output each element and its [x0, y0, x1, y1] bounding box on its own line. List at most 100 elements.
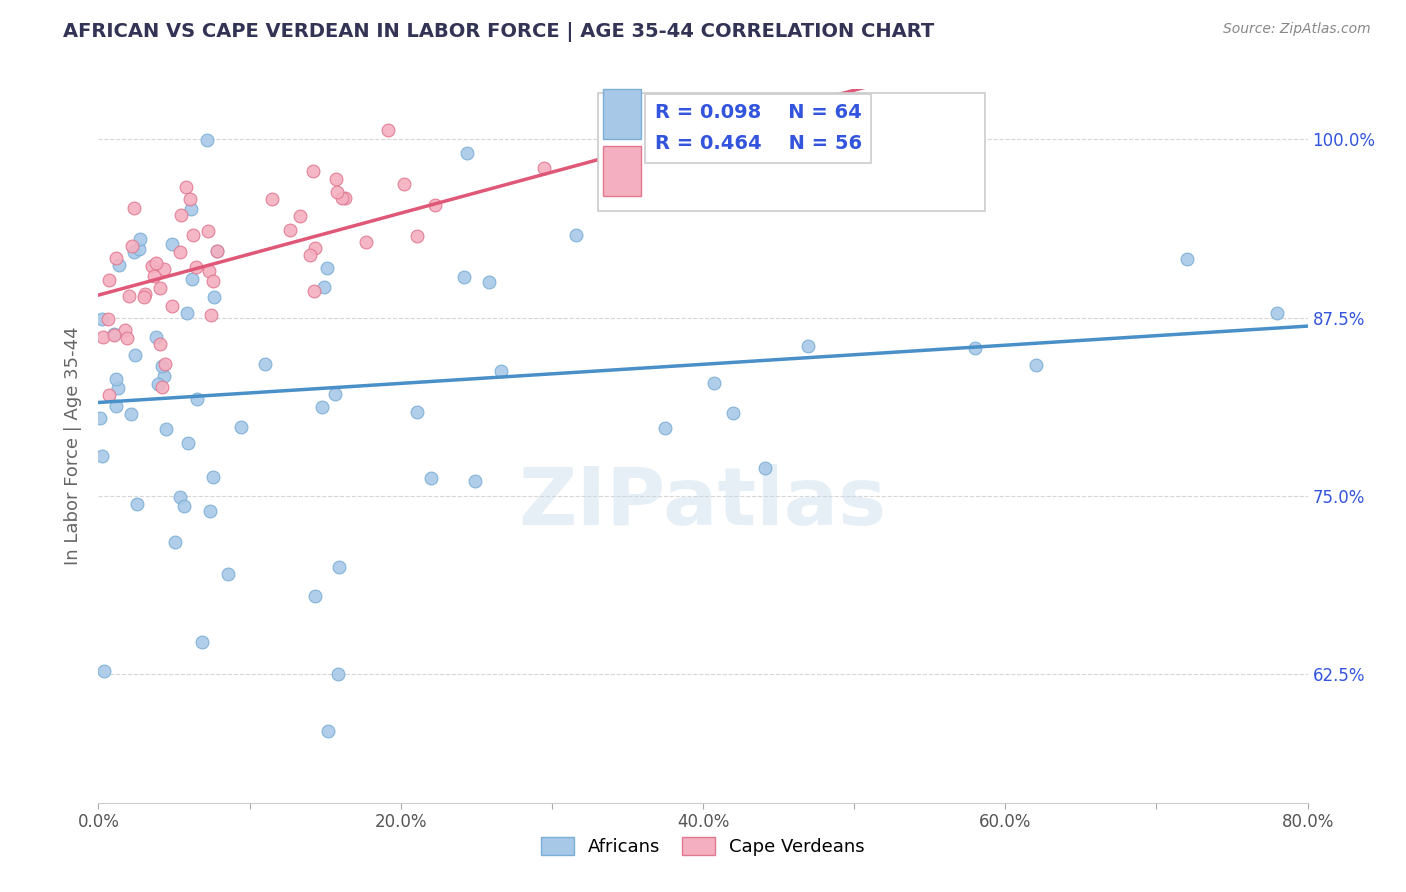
Point	[163, 534, 186, 549]
Point	[304, 285, 326, 299]
Point	[98, 388, 121, 402]
Point	[114, 323, 136, 337]
Point	[162, 237, 184, 252]
Point	[626, 123, 648, 137]
Legend: Africans, Cape Verdeans: Africans, Cape Verdeans	[533, 828, 873, 865]
Point	[197, 133, 219, 147]
Point	[120, 408, 142, 422]
Point	[181, 227, 204, 242]
Point	[356, 235, 378, 249]
Point	[260, 192, 283, 206]
Point	[150, 359, 173, 374]
Point	[108, 259, 131, 273]
Point	[91, 330, 114, 344]
Point	[229, 420, 252, 434]
Point	[316, 724, 339, 739]
Point	[202, 290, 225, 304]
Point	[134, 286, 156, 301]
Point	[105, 372, 128, 386]
Point	[142, 269, 165, 284]
Point	[104, 251, 127, 265]
Point	[201, 469, 224, 483]
Point	[169, 490, 191, 504]
Point	[304, 589, 326, 603]
Point	[118, 289, 141, 303]
Point	[97, 273, 120, 287]
Point	[311, 401, 333, 415]
Point	[197, 264, 219, 278]
Point	[278, 222, 301, 236]
Point	[456, 146, 478, 161]
Point	[153, 261, 176, 276]
Y-axis label: In Labor Force | Age 35-44: In Labor Force | Age 35-44	[65, 326, 83, 566]
Point	[405, 405, 427, 419]
Point	[180, 272, 202, 286]
Point	[90, 312, 112, 326]
Point	[145, 330, 167, 344]
Point	[124, 201, 146, 215]
Point	[807, 194, 830, 208]
Point	[170, 208, 193, 222]
Point	[745, 136, 768, 151]
Point	[423, 198, 446, 212]
Point	[190, 635, 212, 649]
FancyBboxPatch shape	[603, 146, 641, 196]
Point	[392, 177, 415, 191]
Point	[405, 229, 427, 244]
Point	[124, 348, 146, 362]
Point	[478, 276, 501, 290]
Point	[326, 185, 349, 199]
Point	[316, 261, 339, 276]
Text: ZIPatlas: ZIPatlas	[519, 464, 887, 542]
Point	[533, 161, 555, 176]
Point	[420, 470, 443, 484]
Point	[146, 377, 169, 392]
Point	[141, 259, 163, 273]
Point	[328, 667, 350, 681]
Point	[152, 369, 174, 384]
Point	[217, 567, 239, 582]
Point	[107, 381, 129, 395]
Point	[145, 256, 167, 270]
Point	[200, 308, 222, 322]
Point	[176, 306, 198, 320]
Point	[377, 123, 399, 137]
Point	[754, 460, 776, 475]
Point	[464, 474, 486, 488]
Point	[177, 436, 200, 450]
Point	[197, 224, 219, 238]
Point	[176, 179, 198, 194]
Point	[489, 364, 512, 378]
Text: AFRICAN VS CAPE VERDEAN IN LABOR FORCE | AGE 35-44 CORRELATION CHART: AFRICAN VS CAPE VERDEAN IN LABOR FORCE |…	[63, 22, 935, 42]
Point	[1024, 358, 1046, 372]
Point	[328, 560, 350, 574]
Point	[965, 341, 987, 355]
Point	[128, 243, 150, 257]
Point	[125, 497, 148, 511]
Point	[205, 244, 228, 258]
Point	[704, 103, 727, 118]
Point	[253, 357, 276, 371]
Point	[149, 337, 172, 351]
Point	[180, 202, 202, 216]
Point	[179, 192, 201, 206]
Point	[288, 209, 311, 223]
Point	[122, 244, 145, 259]
Point	[169, 245, 191, 260]
Point	[93, 665, 115, 679]
Point	[797, 339, 820, 353]
Point	[173, 499, 195, 513]
Point	[149, 280, 172, 294]
Point	[103, 328, 125, 343]
Point	[202, 274, 225, 288]
FancyBboxPatch shape	[603, 89, 641, 139]
Point	[312, 280, 335, 294]
Point	[624, 103, 647, 118]
Point	[117, 331, 139, 345]
Point	[97, 312, 120, 326]
Point	[723, 406, 745, 420]
Point	[155, 422, 177, 436]
Point	[205, 244, 228, 258]
Point	[128, 232, 150, 246]
Point	[299, 248, 322, 262]
